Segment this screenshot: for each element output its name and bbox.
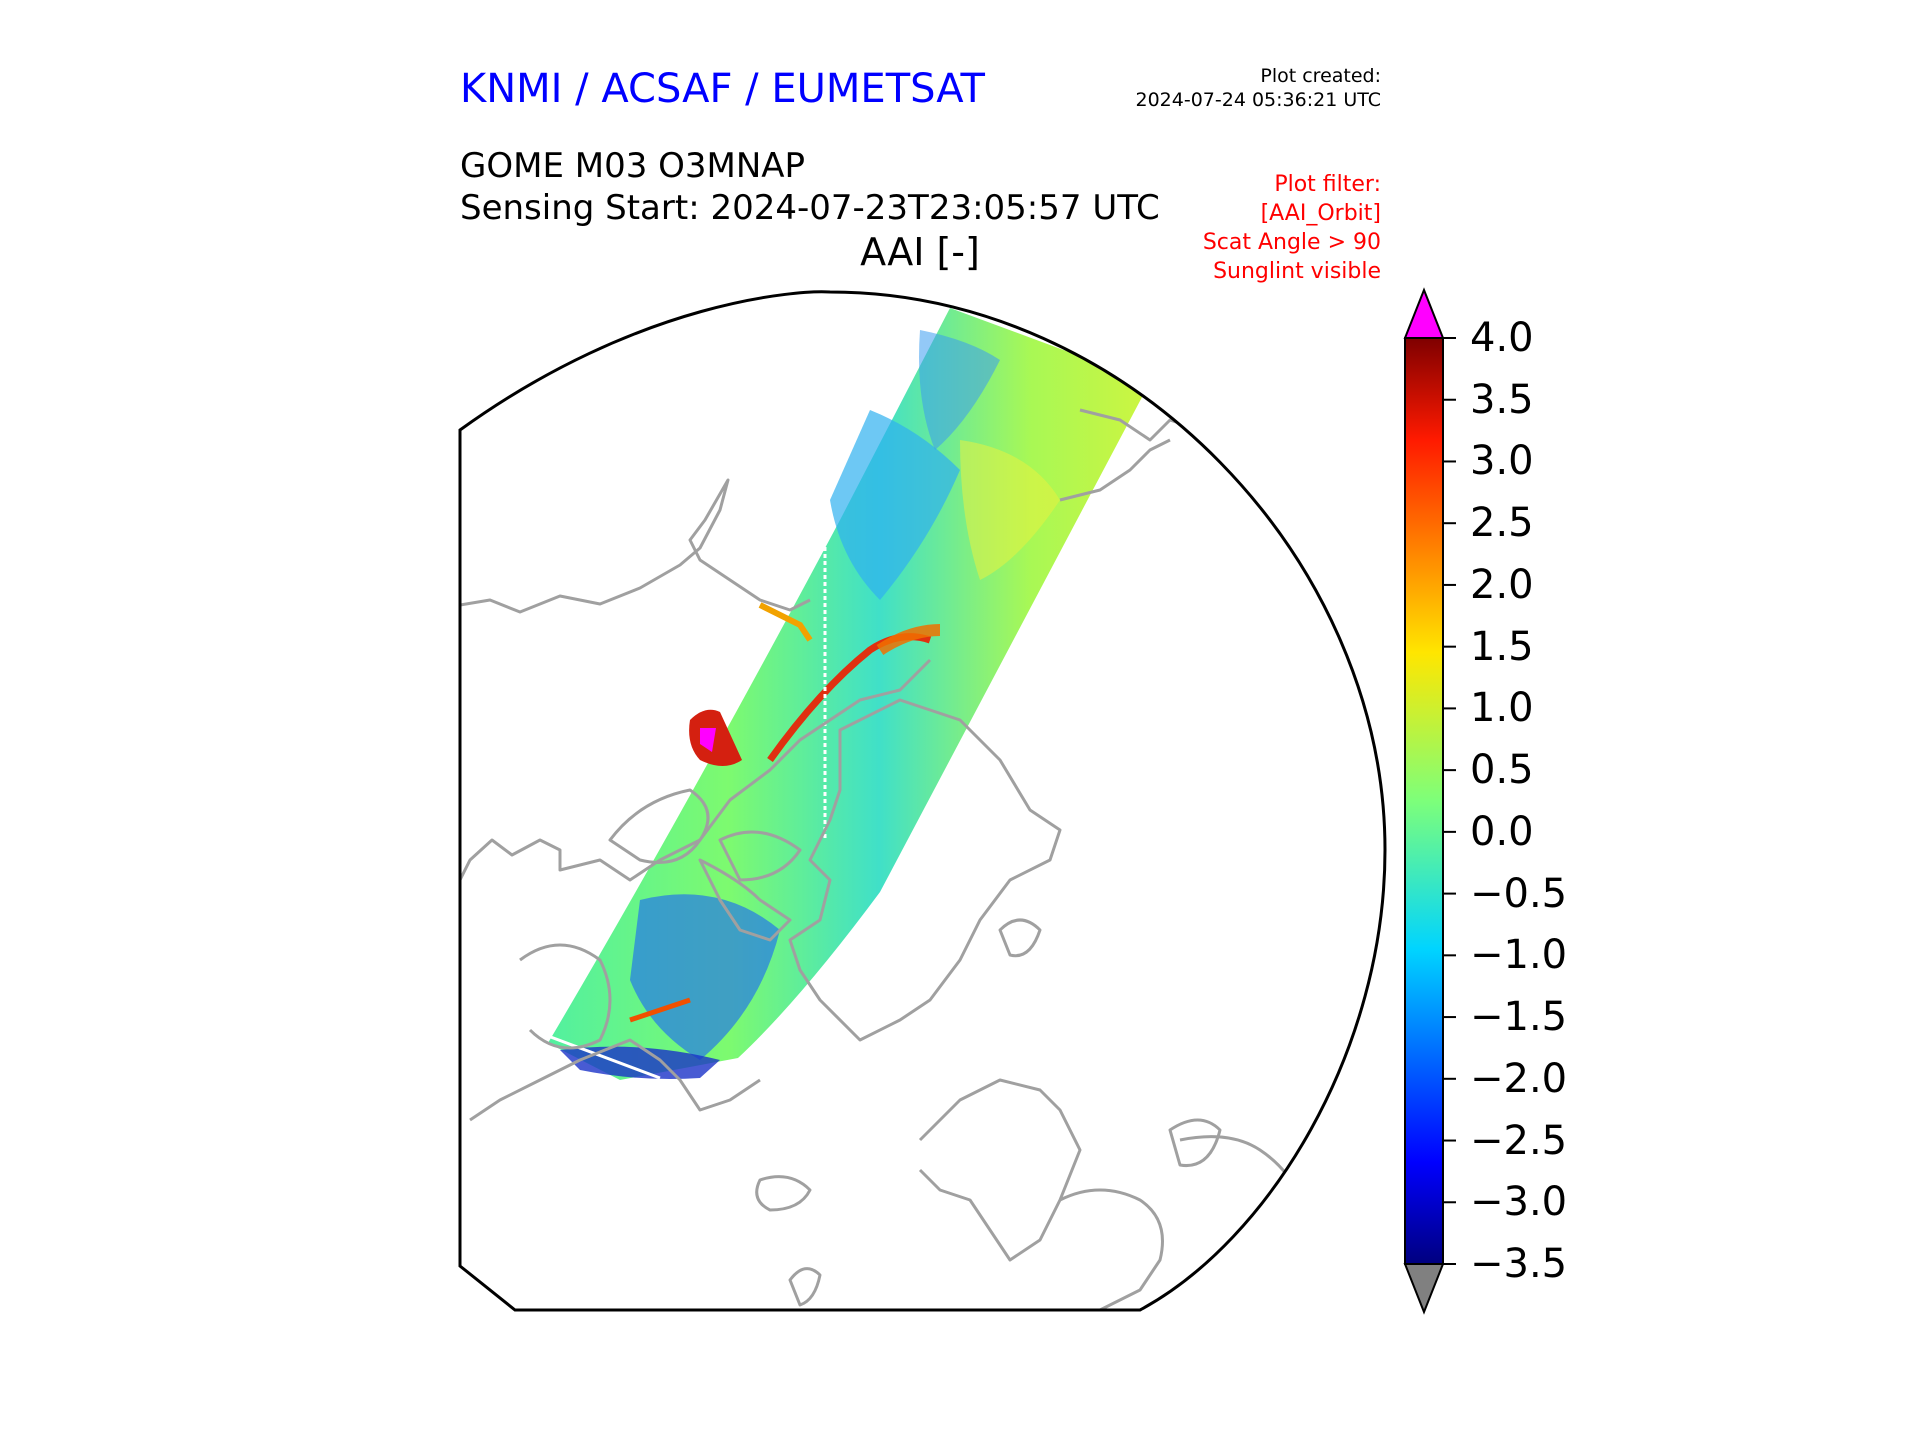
colorbar-tick-label: −3.0 [1470, 1179, 1568, 1226]
colorbar-tick-label: 2.5 [1470, 500, 1534, 547]
colorbar-tick-label: −3.5 [1470, 1241, 1568, 1287]
swath-yellow-patch [960, 440, 1060, 580]
coastline-hudson [519, 943, 612, 1050]
colorbar-frame [1404, 337, 1444, 1265]
coastline-iceland [755, 1175, 812, 1212]
organisation-title: KNMI / ACSAF / EUMETSAT [460, 66, 985, 112]
colorbar-body [1405, 338, 1443, 1264]
map-border [458, 290, 1387, 1312]
coastline-alaska [460, 478, 811, 614]
coastline-chukotka [1059, 438, 1171, 502]
colorbar-over-triangle [1403, 287, 1445, 339]
colorbar-tick-label: −2.5 [1470, 1117, 1568, 1164]
swath-blue-patch [630, 894, 780, 1060]
colorbar-tick-marks [1443, 337, 1456, 1265]
filter-line: [AAI_Orbit] [1260, 201, 1381, 226]
sensing-start: Sensing Start: 2024-07-23T23:05:57 UTC [460, 188, 1160, 228]
aerosol-hotspot [689, 709, 742, 766]
aerosol-plume [758, 602, 813, 642]
colorbar-tick-label: 3.5 [1470, 376, 1534, 423]
coastline-canadian-arctic [718, 830, 802, 882]
plot-created-label: Plot created: [1260, 65, 1381, 87]
colorbar-tick-label: −1.5 [1470, 994, 1568, 1041]
swath-gap-line [547, 1034, 661, 1080]
plot-filter: Plot filter: [AAI_Orbit] Scat Angle > 90… [1203, 170, 1381, 286]
aerosol-plume [876, 624, 941, 656]
colorbar-tick-label: 1.5 [1470, 623, 1534, 670]
coastline-baffin [698, 858, 792, 942]
colorbar-tick-label: 0.5 [1470, 747, 1534, 794]
coastline-canadian-arctic [608, 788, 710, 864]
filter-line: Sunglint visible [1213, 259, 1381, 284]
colorbar-tick-label: 3.0 [1470, 438, 1534, 485]
coastline-svalbard [998, 918, 1042, 958]
colorbar-tick-label: −0.5 [1470, 870, 1568, 917]
filter-line: Scat Angle > 90 [1202, 230, 1381, 255]
colorbar-tick-label: −2.0 [1470, 1055, 1568, 1102]
quantity-label: AAI [-] [860, 230, 980, 274]
filter-line: Plot filter: [1274, 172, 1381, 197]
colorbar [1403, 287, 1456, 1315]
colorbar-tick-label: 2.0 [1470, 561, 1534, 608]
colorbar-tick-label: 4.0 [1470, 315, 1534, 361]
swath-blue-patch [830, 410, 960, 600]
coastline-labrador [469, 1038, 761, 1122]
coastline-canada [460, 658, 932, 882]
coastline-british-isles [788, 1267, 822, 1307]
colorbar-tick-label: 0.0 [1470, 808, 1534, 855]
aai-swath [547, 308, 1150, 1080]
aerosol-hotspot-core [700, 728, 716, 752]
product-title: GOME M03 O3MNAP [460, 146, 806, 186]
coastline-greenland [788, 698, 1062, 1042]
plot-created-time: 2024-07-24 05:36:21 UTC [1135, 89, 1382, 111]
plot-created: Plot created: 2024-07-24 05:36:21 UTC [1136, 64, 1382, 112]
aerosol-plume [629, 997, 691, 1023]
swath-blue-patch [919, 330, 1000, 450]
colorbar-under-triangle [1403, 1263, 1445, 1315]
colorbar-tick-label: 1.0 [1470, 685, 1534, 732]
coastline-novaya-zemlya [1168, 1118, 1222, 1168]
coastline-scandinavia [918, 1078, 1082, 1262]
colorbar-tick-label: −1.0 [1470, 932, 1568, 979]
coastline-europe [1059, 1188, 1164, 1310]
